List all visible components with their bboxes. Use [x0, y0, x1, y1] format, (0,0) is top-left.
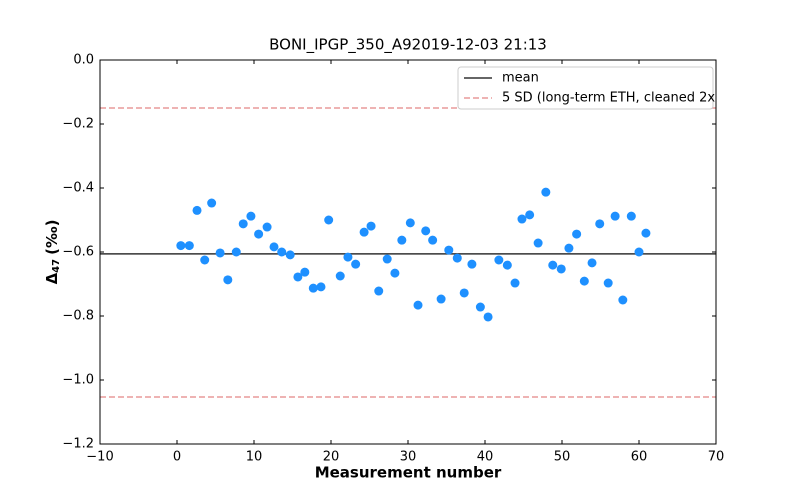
point: [176, 241, 186, 251]
point: [548, 260, 558, 270]
point: [452, 253, 462, 263]
point: [618, 295, 628, 305]
y-axis-label: Δ47 (‰): [43, 220, 63, 285]
y-label-symbol: Δ: [43, 272, 61, 284]
point: [262, 222, 272, 232]
y-tick-label: −0.4: [62, 181, 94, 196]
legend-box: [457, 66, 714, 110]
point: [335, 271, 345, 281]
point: [533, 238, 543, 248]
point: [483, 312, 493, 322]
point: [459, 288, 469, 298]
point: [502, 260, 512, 270]
y-tick-label: −1.0: [62, 373, 94, 388]
point: [467, 259, 477, 269]
x-tick-label: 10: [246, 450, 263, 465]
point: [285, 250, 295, 260]
point: [556, 264, 566, 274]
point: [405, 218, 415, 228]
point: [428, 235, 438, 245]
x-axis-label: Measurement number: [315, 464, 502, 482]
x-tick-label: 70: [708, 450, 725, 465]
x-tick-label: 40: [477, 450, 494, 465]
point: [494, 255, 504, 265]
legend-label: 5 SD (long-term ETH, cleaned 2x: [502, 91, 715, 106]
point: [184, 241, 194, 251]
point: [382, 254, 392, 264]
y-label-subscript: 47: [51, 259, 62, 273]
point: [192, 205, 202, 215]
x-tick-label: 20: [323, 450, 340, 465]
point: [436, 294, 446, 304]
point: [351, 259, 361, 269]
point: [223, 275, 233, 285]
point: [390, 268, 400, 278]
point: [316, 282, 326, 292]
point: [517, 214, 527, 224]
point: [300, 267, 310, 277]
point: [641, 228, 651, 238]
point: [200, 255, 210, 265]
point: [238, 219, 248, 229]
y-tick-label: −0.6: [62, 245, 94, 260]
point: [324, 215, 334, 225]
x-tick-label: 50: [554, 450, 571, 465]
point: [610, 211, 620, 221]
x-tick-label: 0: [173, 450, 181, 465]
point: [359, 227, 369, 237]
point: [269, 242, 279, 252]
point: [254, 229, 264, 239]
y-label-unit: (‰): [43, 220, 61, 255]
point: [444, 245, 454, 255]
x-tick-label: 60: [631, 450, 648, 465]
point: [374, 286, 384, 296]
y-tick-label: −0.2: [62, 117, 94, 132]
point: [343, 252, 353, 262]
chart-title: BONI_IPGP_350_A92019-12-03 21:13: [269, 36, 547, 55]
point: [308, 283, 318, 293]
point: [564, 243, 574, 253]
y-tick-label: 0.0: [73, 53, 94, 68]
legend-label: mean: [502, 71, 539, 86]
x-tick-label: −10: [86, 450, 113, 465]
point: [634, 247, 644, 257]
point: [413, 300, 423, 310]
point: [207, 198, 217, 208]
point: [421, 226, 431, 236]
point: [603, 278, 613, 288]
y-tick-label: −1.2: [62, 437, 94, 452]
point: [587, 258, 597, 268]
point: [277, 247, 287, 257]
plot-frame: [99, 59, 717, 445]
point: [510, 278, 520, 288]
point: [246, 211, 256, 221]
y-tick-label: −0.8: [62, 309, 94, 324]
point: [572, 229, 582, 239]
point: [541, 187, 551, 197]
point: [626, 211, 636, 221]
point: [525, 210, 535, 220]
point: [595, 219, 605, 229]
point: [215, 248, 225, 258]
point: [366, 221, 376, 231]
point: [475, 302, 485, 312]
point: [293, 272, 303, 282]
point: [231, 247, 241, 257]
point: [397, 235, 407, 245]
x-tick-label: 30: [400, 450, 417, 465]
point: [579, 276, 589, 286]
